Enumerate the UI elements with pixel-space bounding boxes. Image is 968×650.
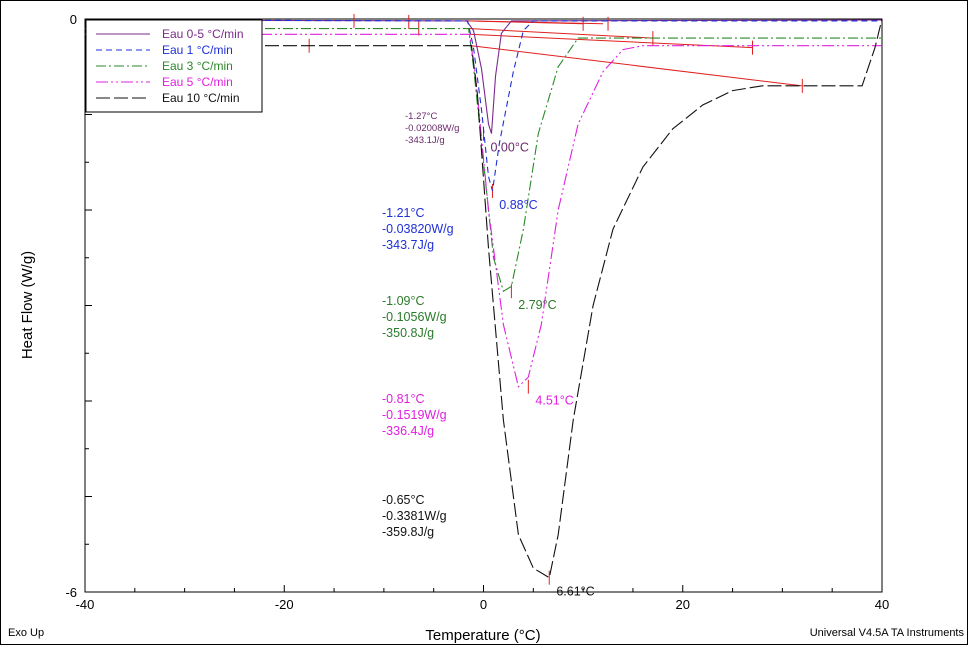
series-line <box>85 33 882 388</box>
annotation-line: -336.4J/g <box>382 424 434 438</box>
annotation-line: -0.02008W/g <box>405 123 459 134</box>
series-lines <box>84 18 883 579</box>
series-line <box>84 19 882 192</box>
x-tick-label: -20 <box>275 597 294 612</box>
annotation-line: -0.3381W/g <box>382 509 447 523</box>
annotation-line: -1.21°C <box>382 206 425 220</box>
x-tick-label: 40 <box>875 597 889 612</box>
annotation-line: -0.65°C <box>382 493 425 507</box>
x-tick-label: 0 <box>480 597 487 612</box>
legend-label: Eau 3 °C/min <box>162 59 233 73</box>
x-axis-label: Temperature (°C) <box>425 627 540 644</box>
annotation-line: -0.1519W/g <box>382 408 447 422</box>
annotation-line: -1.09°C <box>382 294 425 308</box>
annotation-line: -359.8J/g <box>382 525 434 539</box>
baseline-line <box>471 45 803 87</box>
peak-labels: 0.00°C 0.88°C 2.79°C 4.51°C 6.61°C <box>491 141 595 599</box>
annotation-line: -0.1056W/g <box>382 310 447 324</box>
series-line <box>85 18 883 579</box>
y-tick-label: -6 <box>65 585 77 600</box>
baseline-line <box>467 20 604 25</box>
peak-label: 0.00°C <box>491 141 529 155</box>
x-axis-ticks: -40 -20 0 20 40 <box>76 585 889 612</box>
legend-label: Eau 10 °C/min <box>162 91 240 105</box>
annotation-line: -0.81°C <box>382 392 425 406</box>
annotation-line: -343.7J/g <box>382 238 434 252</box>
y-axis-label: Heat Flow (W/g) <box>19 251 36 359</box>
annotation-line: -350.8J/g <box>382 326 434 340</box>
series-line <box>84 19 883 134</box>
peak-label: 6.61°C <box>556 585 594 599</box>
baseline-lines <box>308 13 803 585</box>
baseline-line <box>468 28 653 39</box>
peak-label: 2.79°C <box>518 298 556 312</box>
x-tick-label: 20 <box>676 597 690 612</box>
annotation-line: -1.27°C <box>405 111 437 122</box>
annotations: -1.27°C-0.02008W/g-343.1J/g -1.21°C -0.038… <box>382 111 459 539</box>
annotation-line: -0.03820W/g <box>382 222 454 236</box>
software-label: Universal V4.5A TA Instruments <box>810 627 965 639</box>
exo-up-label: Exo Up <box>8 627 44 639</box>
y-tick-label: 0 <box>70 12 77 27</box>
legend: Eau 0-5 °C/min Eau 1 °C/min Eau 3 °C/min Ea… <box>85 19 263 113</box>
peak-label: 4.51°C <box>535 394 573 408</box>
x-tick-label: -40 <box>76 597 95 612</box>
legend-label: Eau 1 °C/min <box>162 43 233 57</box>
legend-label: Eau 5 °C/min <box>162 75 233 89</box>
legend-label: Eau 0-5 °C/min <box>162 27 244 41</box>
annotation-line: -343.1J/g <box>405 135 445 146</box>
peak-label: 0.88°C <box>499 198 537 212</box>
